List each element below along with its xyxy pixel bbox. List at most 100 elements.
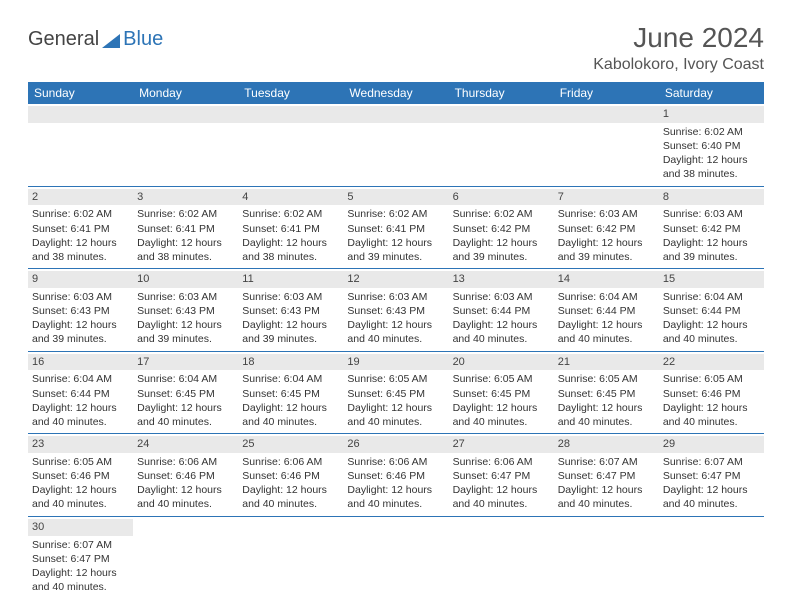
calendar-page: General Blue June 2024 Kabolokoro, Ivory… — [0, 0, 792, 598]
day-number-bar: 16 — [28, 354, 133, 371]
daylight-text: and 40 minutes. — [347, 497, 444, 511]
sunset-text: Sunset: 6:44 PM — [32, 387, 129, 401]
calendar-cell — [449, 516, 554, 598]
sunset-text: Sunset: 6:42 PM — [558, 222, 655, 236]
day-number-bar: 12 — [343, 271, 448, 288]
daylight-text: and 40 minutes. — [242, 497, 339, 511]
daylight-text: Daylight: 12 hours — [663, 483, 760, 497]
calendar-cell: 22Sunrise: 6:05 AMSunset: 6:46 PMDayligh… — [659, 351, 764, 434]
weekday-header: Thursday — [449, 82, 554, 104]
day-number: 10 — [137, 273, 149, 285]
daylight-text: Daylight: 12 hours — [558, 483, 655, 497]
sunrise-text: Sunrise: 6:04 AM — [663, 290, 760, 304]
daylight-text: Daylight: 12 hours — [137, 483, 234, 497]
calendar-week-row: 30Sunrise: 6:07 AMSunset: 6:47 PMDayligh… — [28, 516, 764, 598]
daylight-text: Daylight: 12 hours — [32, 401, 129, 415]
calendar-week-row: 23Sunrise: 6:05 AMSunset: 6:46 PMDayligh… — [28, 434, 764, 517]
day-number: 26 — [347, 438, 359, 450]
sunset-text: Sunset: 6:41 PM — [32, 222, 129, 236]
calendar-cell: 23Sunrise: 6:05 AMSunset: 6:46 PMDayligh… — [28, 434, 133, 517]
daylight-text: Daylight: 12 hours — [137, 318, 234, 332]
daylight-text: and 39 minutes. — [663, 250, 760, 264]
day-number: 5 — [347, 191, 353, 203]
logo-sail-icon — [102, 34, 120, 48]
sunrise-text: Sunrise: 6:06 AM — [347, 455, 444, 469]
daylight-text: and 40 minutes. — [32, 580, 129, 594]
daylight-text: Daylight: 12 hours — [242, 318, 339, 332]
calendar-cell — [343, 516, 448, 598]
sunset-text: Sunset: 6:44 PM — [453, 304, 550, 318]
daylight-text: and 40 minutes. — [558, 332, 655, 346]
calendar-cell — [554, 104, 659, 186]
daylight-text: Daylight: 12 hours — [663, 318, 760, 332]
logo-text-blue: Blue — [123, 28, 163, 51]
sunset-text: Sunset: 6:42 PM — [453, 222, 550, 236]
daylight-text: Daylight: 12 hours — [453, 401, 550, 415]
day-number-bar: 22 — [659, 354, 764, 371]
day-number: 6 — [453, 191, 459, 203]
calendar-cell: 20Sunrise: 6:05 AMSunset: 6:45 PMDayligh… — [449, 351, 554, 434]
sunrise-text: Sunrise: 6:02 AM — [453, 207, 550, 221]
daylight-text: Daylight: 12 hours — [137, 236, 234, 250]
day-number-bar: 7 — [554, 189, 659, 206]
daylight-text: and 38 minutes. — [137, 250, 234, 264]
calendar-cell — [133, 104, 238, 186]
calendar-week-row: 9Sunrise: 6:03 AMSunset: 6:43 PMDaylight… — [28, 269, 764, 352]
sunset-text: Sunset: 6:43 PM — [32, 304, 129, 318]
daylight-text: Daylight: 12 hours — [663, 401, 760, 415]
day-number: 14 — [558, 273, 570, 285]
day-number-bar — [554, 106, 659, 123]
day-number-bar — [449, 106, 554, 123]
sunset-text: Sunset: 6:42 PM — [663, 222, 760, 236]
day-number: 12 — [347, 273, 359, 285]
daylight-text: and 39 minutes. — [347, 250, 444, 264]
day-number-bar: 6 — [449, 189, 554, 206]
daylight-text: Daylight: 12 hours — [242, 236, 339, 250]
calendar-cell: 28Sunrise: 6:07 AMSunset: 6:47 PMDayligh… — [554, 434, 659, 517]
sunrise-text: Sunrise: 6:06 AM — [242, 455, 339, 469]
daylight-text: and 40 minutes. — [242, 415, 339, 429]
sunrise-text: Sunrise: 6:07 AM — [32, 538, 129, 552]
day-number-bar: 2 — [28, 189, 133, 206]
day-number-bar: 10 — [133, 271, 238, 288]
calendar-cell: 11Sunrise: 6:03 AMSunset: 6:43 PMDayligh… — [238, 269, 343, 352]
sunrise-text: Sunrise: 6:07 AM — [558, 455, 655, 469]
sunset-text: Sunset: 6:41 PM — [347, 222, 444, 236]
day-number-bar: 15 — [659, 271, 764, 288]
daylight-text: and 40 minutes. — [32, 497, 129, 511]
calendar-table: Sunday Monday Tuesday Wednesday Thursday… — [28, 82, 764, 598]
sunrise-text: Sunrise: 6:02 AM — [663, 125, 760, 139]
day-number-bar: 20 — [449, 354, 554, 371]
day-number-bar: 23 — [28, 436, 133, 453]
calendar-cell — [28, 104, 133, 186]
sunset-text: Sunset: 6:46 PM — [242, 469, 339, 483]
calendar-cell: 2Sunrise: 6:02 AMSunset: 6:41 PMDaylight… — [28, 186, 133, 269]
sunset-text: Sunset: 6:46 PM — [663, 387, 760, 401]
daylight-text: and 39 minutes. — [242, 332, 339, 346]
day-number-bar — [133, 106, 238, 123]
sunset-text: Sunset: 6:41 PM — [242, 222, 339, 236]
day-number-bar: 13 — [449, 271, 554, 288]
day-number-bar: 11 — [238, 271, 343, 288]
day-number: 2 — [32, 191, 38, 203]
sunrise-text: Sunrise: 6:02 AM — [242, 207, 339, 221]
daylight-text: and 40 minutes. — [347, 332, 444, 346]
daylight-text: Daylight: 12 hours — [32, 483, 129, 497]
day-number: 25 — [242, 438, 254, 450]
sunrise-text: Sunrise: 6:05 AM — [453, 372, 550, 386]
daylight-text: Daylight: 12 hours — [242, 483, 339, 497]
sunset-text: Sunset: 6:40 PM — [663, 139, 760, 153]
weekday-header: Tuesday — [238, 82, 343, 104]
calendar-cell: 19Sunrise: 6:05 AMSunset: 6:45 PMDayligh… — [343, 351, 448, 434]
sunset-text: Sunset: 6:45 PM — [137, 387, 234, 401]
daylight-text: Daylight: 12 hours — [347, 236, 444, 250]
calendar-cell — [238, 104, 343, 186]
sunset-text: Sunset: 6:46 PM — [32, 469, 129, 483]
day-number-bar: 8 — [659, 189, 764, 206]
daylight-text: and 40 minutes. — [663, 332, 760, 346]
month-title: June 2024 — [593, 22, 764, 54]
sunset-text: Sunset: 6:45 PM — [242, 387, 339, 401]
day-number: 23 — [32, 438, 44, 450]
sunrise-text: Sunrise: 6:05 AM — [663, 372, 760, 386]
calendar-cell: 29Sunrise: 6:07 AMSunset: 6:47 PMDayligh… — [659, 434, 764, 517]
